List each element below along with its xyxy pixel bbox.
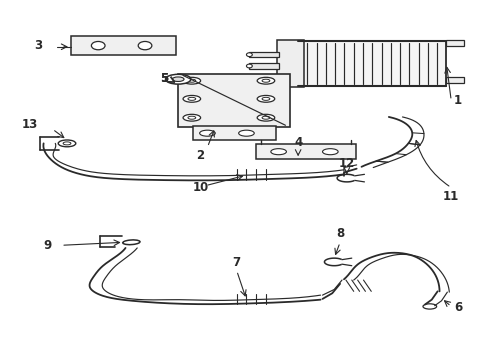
Circle shape — [58, 140, 76, 147]
Text: 5: 5 — [160, 72, 168, 85]
Ellipse shape — [138, 41, 152, 50]
Text: 4: 4 — [293, 136, 302, 149]
Circle shape — [183, 114, 200, 121]
Circle shape — [262, 97, 269, 100]
Circle shape — [270, 149, 286, 155]
Text: 10: 10 — [192, 181, 208, 194]
Circle shape — [187, 79, 195, 82]
Circle shape — [262, 116, 269, 119]
Circle shape — [257, 95, 274, 102]
Circle shape — [172, 77, 183, 81]
Circle shape — [257, 77, 274, 84]
Text: 3: 3 — [34, 40, 42, 53]
Ellipse shape — [91, 41, 105, 50]
Circle shape — [165, 74, 190, 84]
Ellipse shape — [246, 76, 252, 79]
Text: 9: 9 — [43, 239, 51, 252]
Circle shape — [187, 116, 195, 119]
Circle shape — [183, 77, 200, 84]
Circle shape — [183, 95, 200, 102]
Bar — [446, 77, 463, 82]
Ellipse shape — [122, 240, 140, 245]
Bar — [446, 40, 463, 46]
Text: 13: 13 — [22, 118, 38, 131]
Text: 12: 12 — [338, 157, 354, 170]
Circle shape — [187, 97, 195, 100]
Text: 11: 11 — [442, 190, 458, 203]
Bar — [192, 126, 275, 140]
Circle shape — [257, 114, 274, 121]
Text: 8: 8 — [335, 228, 344, 240]
Text: 6: 6 — [453, 301, 462, 315]
Bar — [249, 52, 278, 57]
Circle shape — [262, 79, 269, 82]
Text: 5: 5 — [160, 72, 168, 85]
Bar — [71, 36, 176, 55]
Circle shape — [63, 142, 71, 145]
Ellipse shape — [246, 64, 252, 68]
Bar — [276, 40, 304, 87]
Text: 1: 1 — [453, 94, 461, 107]
Circle shape — [322, 149, 337, 155]
Text: 2: 2 — [196, 149, 204, 162]
Bar — [249, 63, 278, 69]
Bar — [256, 144, 355, 159]
Circle shape — [199, 130, 215, 136]
Ellipse shape — [246, 53, 252, 57]
Circle shape — [422, 304, 436, 309]
Circle shape — [238, 130, 254, 136]
Bar — [178, 73, 290, 127]
Bar — [298, 41, 446, 86]
Bar — [249, 75, 278, 80]
Text: 7: 7 — [232, 256, 240, 269]
